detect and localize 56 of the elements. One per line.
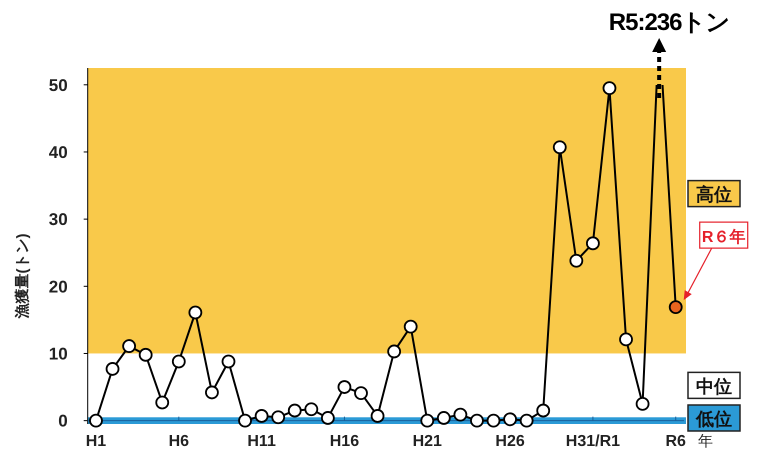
point (436, 411, 451, 425)
band-label: 高位 (696, 184, 732, 205)
point (619, 332, 633, 346)
text: R5:236トン (608, 9, 730, 36)
point (188, 306, 202, 320)
band-label: 中位 (696, 376, 732, 396)
point (536, 404, 550, 418)
point (569, 254, 584, 268)
x-tick-label: H16 (330, 433, 360, 450)
point (122, 339, 136, 353)
point (370, 409, 384, 423)
x-tick-label: R6 (665, 433, 686, 450)
point (106, 362, 120, 376)
point (520, 414, 534, 428)
point (636, 396, 650, 411)
point (205, 386, 219, 400)
point (238, 414, 252, 428)
point (586, 236, 600, 250)
y-axis-title: 漁獲量(トン) (14, 234, 31, 320)
y-tick-label: 20 (48, 277, 68, 296)
point (254, 409, 269, 423)
point (288, 404, 302, 418)
point (320, 411, 335, 425)
y-tick-label: 50 (48, 76, 68, 95)
y-tick-label: 10 (48, 344, 68, 364)
point (138, 348, 153, 362)
point (354, 386, 368, 400)
x-tick-label: H21 (412, 433, 442, 450)
x-tick-label: H31/R1 (566, 433, 620, 450)
point (338, 380, 352, 394)
point (470, 414, 484, 428)
x-tick-label: H6 (168, 433, 190, 450)
point (602, 81, 616, 96)
y-tick-label: 40 (48, 142, 68, 162)
point (304, 402, 318, 416)
x-tick-label: H1 (86, 433, 106, 450)
point (453, 408, 468, 422)
point (668, 300, 683, 314)
point (404, 320, 418, 334)
point (155, 396, 170, 410)
point (172, 354, 186, 368)
band-label: 低位 (695, 409, 732, 429)
point (387, 344, 402, 358)
y-tick-label: 0 (58, 412, 68, 431)
point (552, 140, 567, 154)
point (486, 414, 500, 428)
point (271, 410, 286, 424)
y-tick-label: 30 (48, 210, 68, 230)
arrow-note: R６年 (684, 222, 748, 300)
point (503, 412, 517, 426)
x-axis-title: 年 (698, 433, 713, 450)
point (420, 414, 434, 428)
point (222, 354, 236, 368)
point (89, 414, 103, 428)
x-tick-label: H26 (495, 433, 525, 450)
x-tick-label: H11 (247, 433, 276, 450)
